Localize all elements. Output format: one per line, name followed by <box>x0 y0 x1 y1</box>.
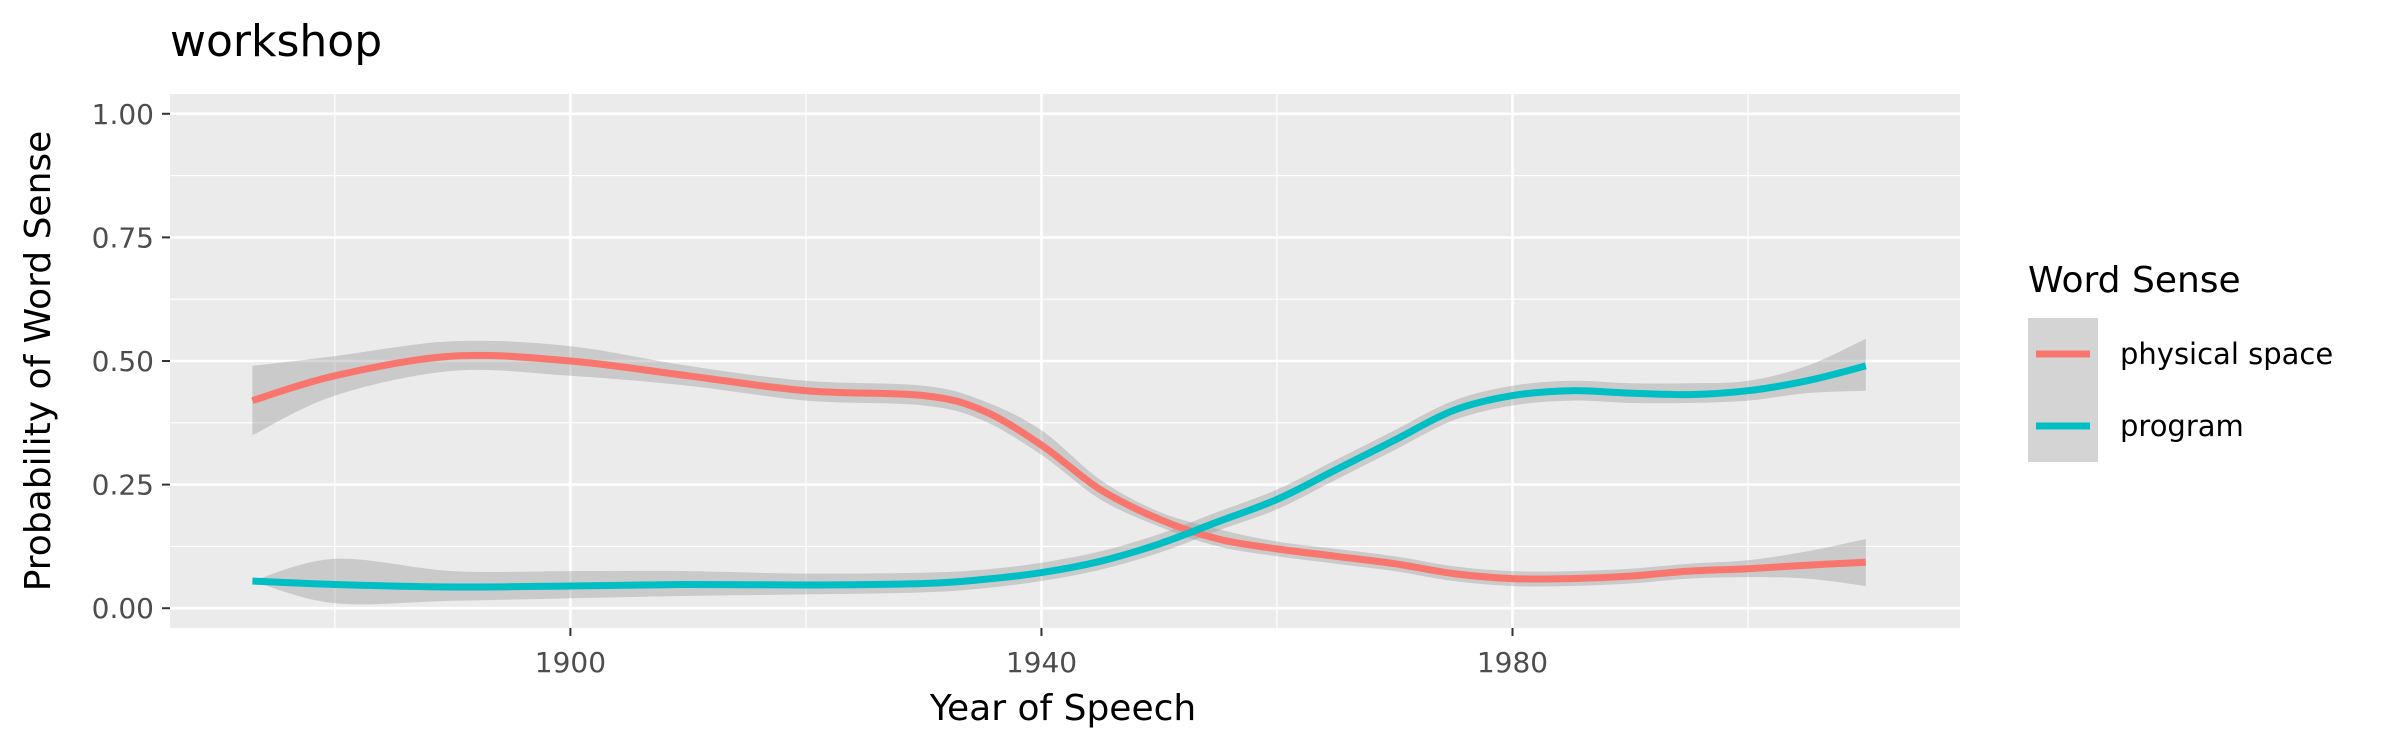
series-line-physical-space <box>251 351 1866 583</box>
legend: Word Sense physical space program <box>2028 260 2333 462</box>
legend-key-background <box>2028 318 2098 462</box>
y-tick-label: 0.75 <box>92 221 154 254</box>
series-lines <box>251 351 1867 591</box>
y-tick-label: 0.25 <box>92 469 154 502</box>
legend-label-physical-space: physical space <box>2120 337 2333 371</box>
grid-lines <box>170 94 1960 628</box>
axis-ticks: 1900 1940 1980 0.00 0.25 0.50 0.75 1.00 <box>92 98 1548 679</box>
x-tick-label: 1900 <box>535 646 606 679</box>
x-tick-label: 1940 <box>1006 646 1077 679</box>
legend-label-program: program <box>2120 409 2244 443</box>
y-tick-label: 1.00 <box>92 98 154 131</box>
y-axis-title: Probability of Word Sense <box>18 131 59 592</box>
chart-title: workshop <box>170 16 382 67</box>
y-tick-label: 0.00 <box>92 592 154 625</box>
x-axis-title: Year of Speech <box>929 688 1196 729</box>
confidence-ribbon-physical-space <box>252 340 1866 587</box>
y-tick-label: 0.50 <box>92 345 154 378</box>
series-line-program <box>252 362 1867 591</box>
legend-title: Word Sense <box>2028 260 2241 301</box>
x-tick-label: 1980 <box>1477 646 1548 679</box>
